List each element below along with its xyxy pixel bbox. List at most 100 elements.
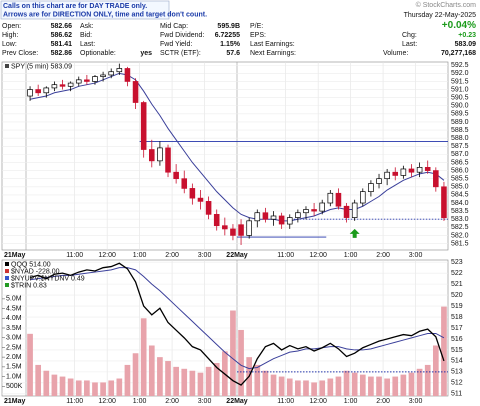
volume-bar	[295, 380, 301, 396]
x-tick-label: 2:00	[165, 398, 179, 405]
x-tick-label: 11:00	[277, 398, 294, 405]
y-tick-label: 584.5	[451, 192, 469, 199]
x-tick-label: 21May	[4, 398, 26, 405]
quote-label: Volume:	[383, 50, 408, 57]
volume-bar	[140, 318, 147, 396]
volume-bar	[35, 364, 42, 396]
volume-bar	[327, 378, 334, 396]
candle-body	[376, 178, 382, 184]
candle-body	[205, 201, 212, 215]
y-tick-label: 1.5M	[6, 364, 22, 371]
y2-tick-label: 521	[451, 281, 463, 288]
candle-body	[140, 102, 147, 150]
candle-body	[189, 188, 196, 199]
quote-label: Mid Cap:	[160, 23, 188, 30]
legend-entry: $NYAD -228.00	[11, 268, 60, 275]
quote-label: Fwd Dividend:	[160, 32, 204, 39]
y-tick-label: 588.0	[451, 135, 469, 142]
banner-line: Calls on this chart are for DAY TRADE on…	[3, 3, 147, 10]
x-tick-label: 12:00	[98, 398, 116, 405]
banner-line: Arrows are for DIRECTION ONLY, time and …	[3, 11, 207, 18]
y-tick-label: 587.5	[451, 143, 469, 150]
candle-body	[67, 82, 74, 87]
quote-label: Open:	[2, 23, 21, 30]
volume-bar	[189, 370, 196, 396]
legend-swatch	[5, 64, 9, 68]
x-tick-label: 22May	[226, 398, 248, 405]
volume-bar	[416, 368, 423, 396]
y-tick-label: 3.0M	[6, 335, 22, 342]
quote-value: 581.41	[51, 41, 73, 48]
y-tick-label: 583.5	[451, 208, 469, 215]
candle-body	[246, 220, 252, 236]
volume-bar	[84, 380, 90, 396]
candle-body	[230, 228, 236, 236]
y2-tick-label: 512	[451, 380, 463, 387]
volume-bar	[400, 374, 407, 396]
legend-swatch	[5, 276, 9, 280]
candle-body	[311, 209, 317, 212]
volume-bar	[303, 380, 309, 396]
volume-bar	[254, 364, 261, 396]
quote-value: 583.09	[455, 41, 477, 48]
volume-bar	[376, 376, 382, 396]
candle-body	[360, 191, 366, 204]
y-tick-label: 5.0M	[6, 296, 22, 303]
y-tick-label: 590.0	[451, 103, 469, 110]
legend-entry: QQQ 514.00	[11, 261, 51, 268]
candle-body	[108, 71, 114, 76]
volume-bar	[197, 372, 204, 396]
volume-bar	[392, 376, 399, 396]
y-tick-label: 3.5M	[6, 325, 22, 332]
volume-bar	[116, 378, 123, 396]
volume-bar	[148, 345, 155, 396]
volume-bar	[75, 380, 82, 396]
volume-bar	[100, 382, 106, 396]
y-tick-label: 4.5M	[6, 305, 22, 312]
legend-entry: $TRIN 0.83	[11, 282, 47, 289]
y2-tick-label: 511	[451, 391, 462, 398]
y-tick-label: 588.5	[451, 127, 469, 134]
quote-value: 586.62	[51, 32, 73, 39]
y-tick-label: 589.5	[451, 111, 469, 118]
volume-bar	[59, 376, 66, 396]
candle-body	[416, 166, 423, 173]
volume-bar	[108, 380, 115, 396]
legend-swatch	[5, 283, 9, 287]
y-tick-label: 582.5	[451, 224, 469, 231]
quote-label: Prev Close:	[2, 50, 38, 57]
quote-label: Optionable:	[80, 50, 116, 57]
candle-body	[213, 213, 220, 227]
x-tick-label: 12:00	[98, 252, 116, 259]
candle-body	[75, 79, 82, 84]
quote-label: Chg:	[402, 32, 417, 39]
x-tick-label: 3:00	[198, 252, 212, 259]
candle-body	[116, 68, 123, 73]
candle-body	[43, 87, 50, 94]
quote-label: Next Earnings:	[250, 50, 296, 57]
x-tick-label: 11:00	[66, 252, 83, 259]
y-tick-label: 4.0M	[6, 315, 22, 322]
x-tick-label: 3:00	[409, 398, 423, 405]
volume-bar	[384, 378, 390, 396]
quote-label: Last Earnings:	[250, 41, 295, 48]
x-tick-label: 3:00	[198, 398, 212, 405]
x-tick-label: 12:00	[309, 252, 327, 259]
y-tick-label: 587.0	[451, 151, 469, 158]
candle-body	[59, 84, 66, 87]
y-tick-label: 585.5	[451, 176, 469, 183]
volume-bar	[165, 361, 171, 396]
volume-bar	[181, 368, 188, 396]
y2-tick-label: 518	[451, 314, 463, 321]
candle-body	[278, 215, 285, 225]
quote-label: Last:	[402, 41, 417, 48]
legend-entry: $NYUPV:$NYDNV 0.49	[11, 275, 85, 282]
quote-label: EPS:	[250, 32, 266, 39]
x-tick-label: 11:00	[66, 398, 83, 405]
volume-bar	[270, 374, 277, 396]
candle-body	[173, 171, 179, 180]
volume-bar	[408, 372, 415, 396]
volume-bar	[230, 310, 236, 396]
x-tick-label: 2:00	[376, 398, 390, 405]
